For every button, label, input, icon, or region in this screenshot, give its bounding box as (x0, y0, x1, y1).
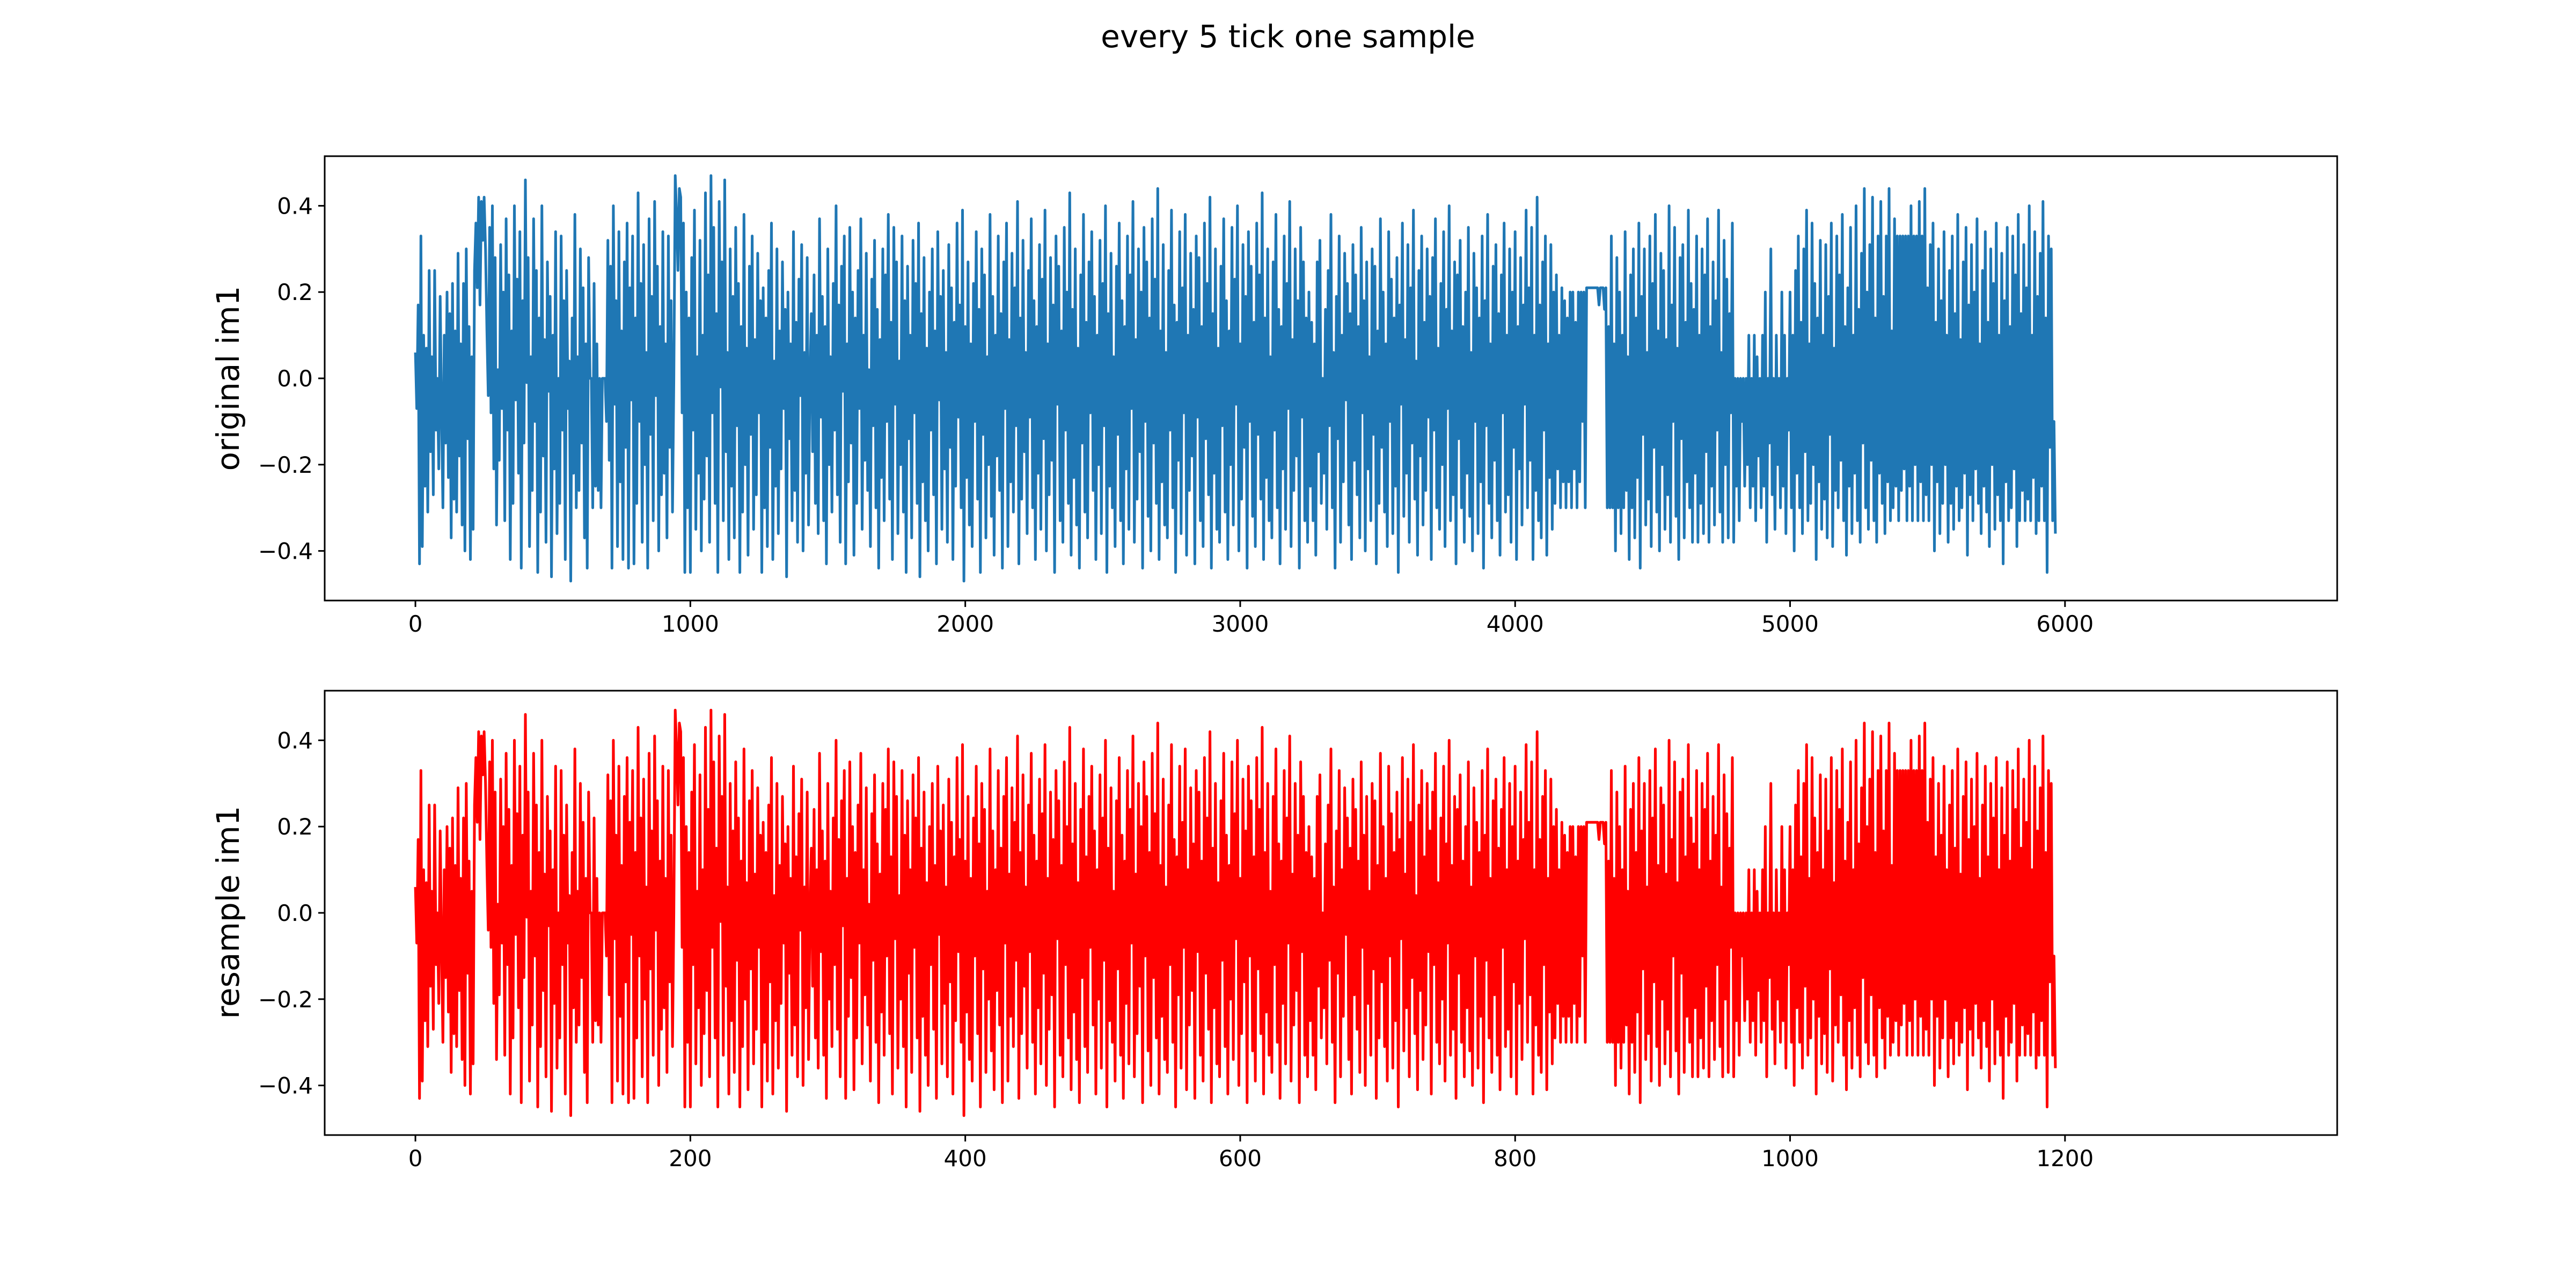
ytick-label-resample: −0.2 (258, 986, 313, 1013)
panel-original: original im1 0 1000 2000 3000 4000 5000 6000 −… (210, 155, 2338, 637)
yticks-resample: −0.4 −0.2 0.0 0.2 0.4 (258, 727, 325, 1099)
xtick-label-resample: 1000 (1761, 1145, 1819, 1172)
ytick-label-original: −0.2 (258, 452, 313, 478)
xticks-resample: 0 200 400 600 800 1000 1200 (408, 1135, 2094, 1172)
xtick-label-original: 6000 (2036, 611, 2094, 637)
xtick-label-resample: 800 (1494, 1145, 1536, 1172)
xtick-label-original: 5000 (1761, 611, 1819, 637)
yticks-original: −0.4 −0.2 0.0 0.2 0.4 (258, 193, 325, 565)
xticks-original: 0 1000 2000 3000 4000 5000 6000 (408, 601, 2094, 637)
ytick-label-resample: −0.4 (258, 1073, 313, 1099)
series-line-original-0 (414, 174, 2057, 583)
xtick-label-original: 2000 (936, 611, 994, 637)
ytick-label-original: 0.0 (277, 365, 313, 392)
panel-resample: resample im1 0 200 400 600 800 1000 1200 −0.4−… (210, 690, 2338, 1172)
ytick-label-resample: 0.0 (277, 900, 313, 926)
series-original-group (414, 174, 2057, 583)
xtick-label-original: 4000 (1487, 611, 1544, 637)
xtick-label-resample: 1200 (2036, 1145, 2094, 1172)
figure-title: every 5 tick one sample (1101, 18, 1475, 55)
xtick-label-resample: 200 (669, 1145, 712, 1172)
ylabel-resample: resample im1 (210, 806, 246, 1019)
xtick-label-resample: 600 (1219, 1145, 1262, 1172)
ytick-label-original: 0.2 (277, 279, 313, 305)
xtick-label-original: 1000 (662, 611, 719, 637)
ytick-label-original: −0.4 (258, 538, 313, 565)
xtick-label-resample: 0 (408, 1145, 423, 1172)
axes-frame-resample (324, 690, 2338, 1136)
series-resample-group (414, 708, 2057, 1117)
axes-frame-original (324, 155, 2338, 602)
xtick-label-resample: 400 (944, 1145, 987, 1172)
ytick-label-resample: 0.2 (277, 814, 313, 840)
series-line-resample-0 (414, 708, 2057, 1117)
ytick-label-resample: 0.4 (277, 727, 313, 753)
xtick-label-original: 0 (408, 611, 423, 637)
xtick-label-original: 3000 (1211, 611, 1269, 637)
ytick-label-original: 0.4 (277, 193, 313, 219)
ylabel-original: original im1 (210, 286, 246, 471)
